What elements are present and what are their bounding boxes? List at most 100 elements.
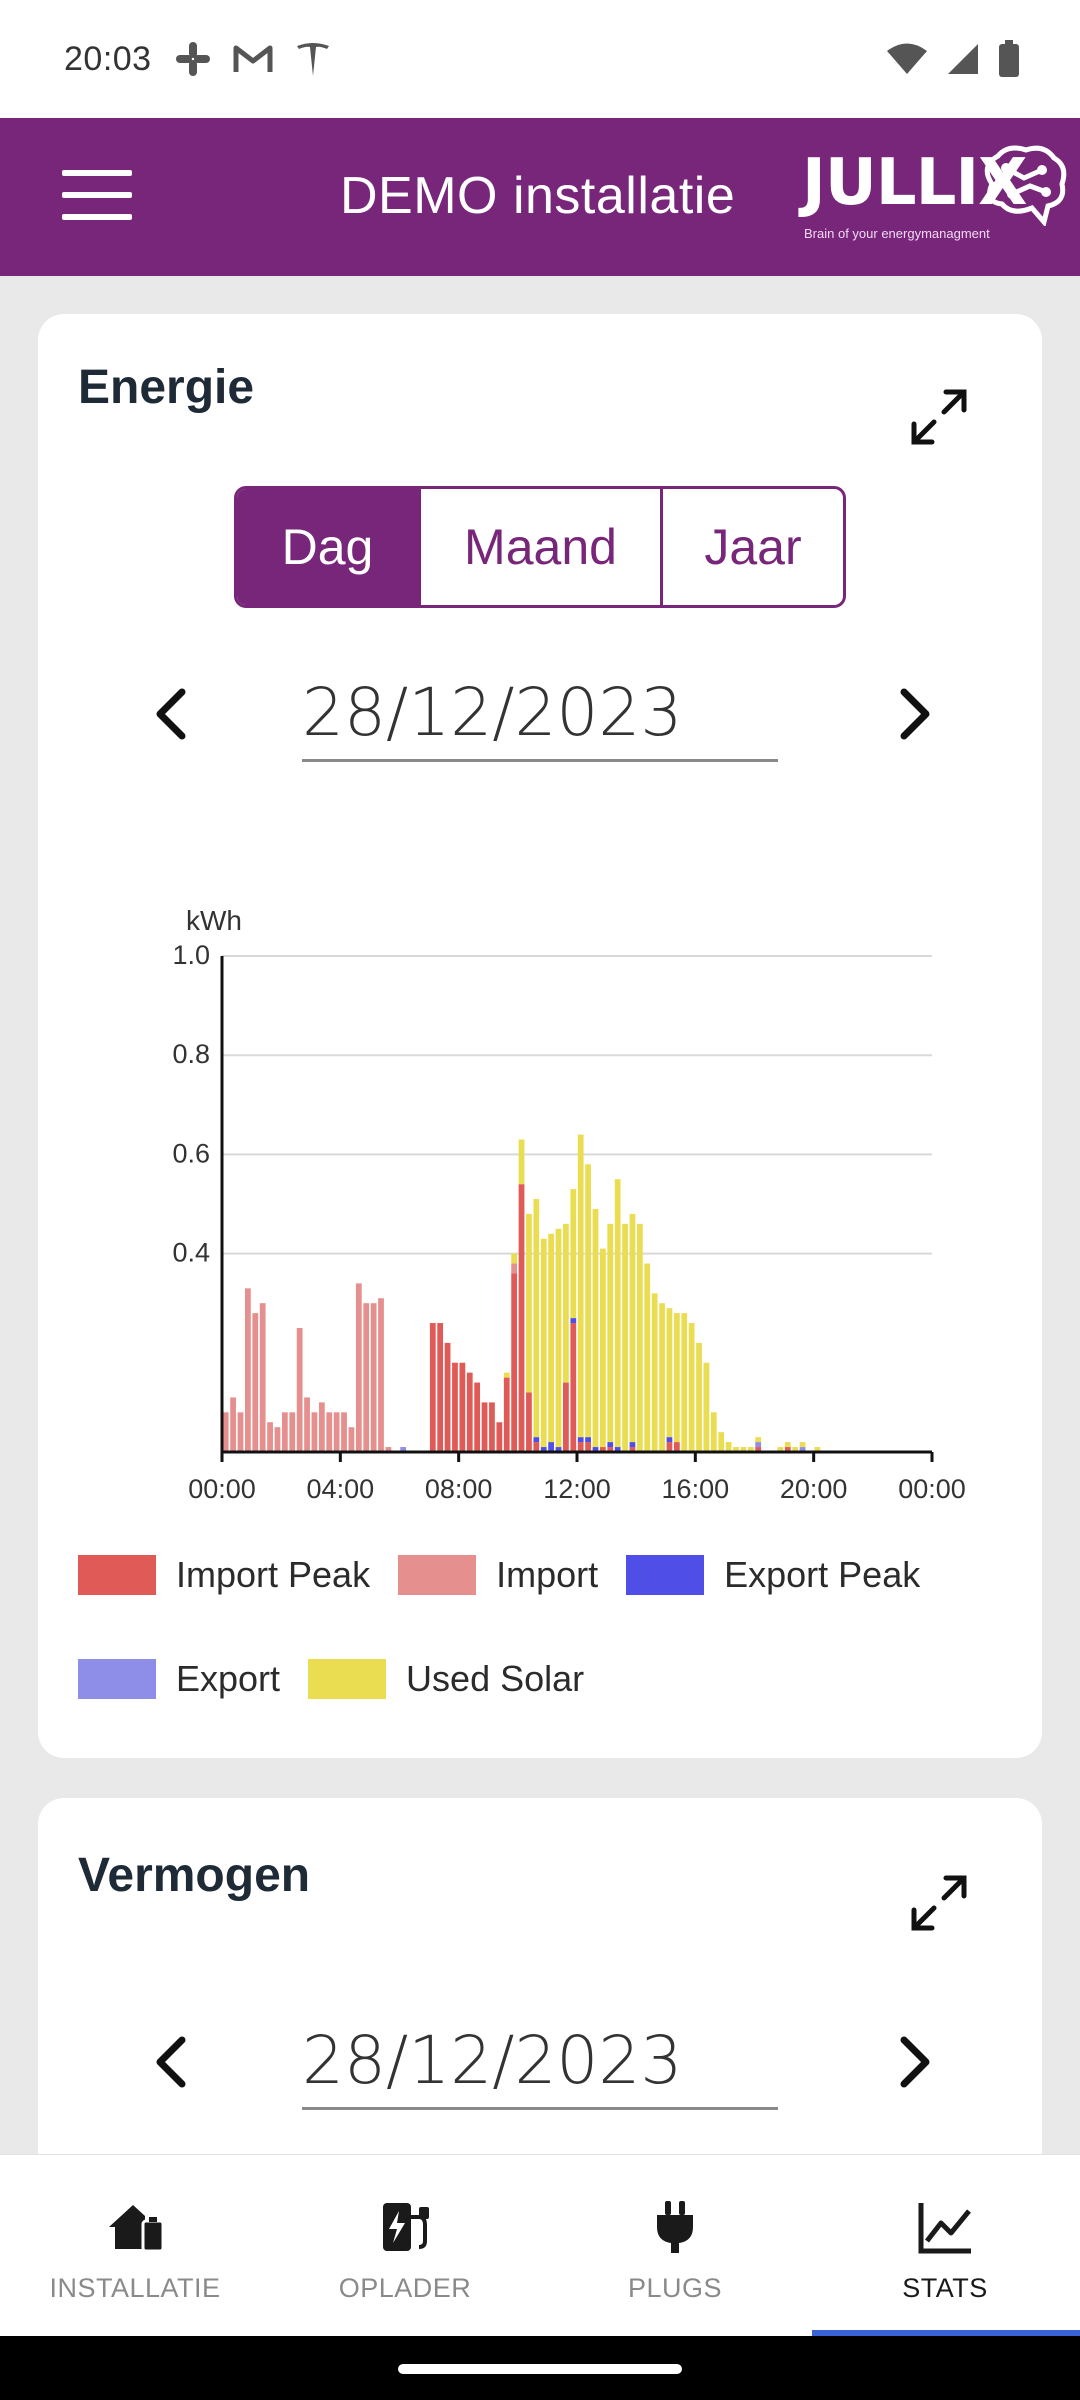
legend-swatch <box>626 1555 705 1595</box>
bar-segment <box>607 1442 614 1448</box>
legend-item-used-solar[interactable]: Used Solar <box>308 1658 584 1700</box>
power-card: Vermogen <box>38 1798 1042 2178</box>
bar-segment <box>444 1342 451 1452</box>
bar-segment <box>570 1189 577 1319</box>
bar-segment <box>341 1412 347 1452</box>
nav-label: PLUGS <box>627 2273 723 2303</box>
energy-date-input[interactable] <box>302 660 778 762</box>
bar-segment <box>533 1199 540 1438</box>
battery-icon <box>999 40 1019 77</box>
legend-swatch <box>308 1659 387 1699</box>
bar-segment <box>318 1402 325 1452</box>
legend-swatch <box>398 1555 477 1595</box>
bar-segment <box>274 1427 281 1452</box>
nav-label: STATS <box>902 2273 988 2303</box>
bar-segment <box>659 1303 665 1452</box>
bar-segment <box>518 1184 525 1452</box>
nav-tab-oplader[interactable]: OPLADER <box>270 2155 540 2337</box>
x-tick-label: 16:00 <box>662 1474 730 1504</box>
bar-segment <box>452 1362 458 1452</box>
bar-segment <box>792 1447 799 1452</box>
period-tab-day[interactable]: Dag <box>237 489 418 605</box>
ev-charger-icon <box>383 2203 429 2251</box>
power-card-title: Vermogen <box>78 1849 311 1902</box>
bar-segment <box>378 1298 384 1452</box>
legend-label: Export Peak <box>724 1554 921 1595</box>
bar-segment <box>703 1362 710 1452</box>
y-tick-label: 1.0 <box>172 940 210 970</box>
bar-segment <box>540 1238 547 1448</box>
y-axis-label: kWh <box>186 905 242 936</box>
menu-icon-line <box>62 170 132 176</box>
slack-icon <box>175 42 210 76</box>
expand-icon[interactable] <box>906 384 972 450</box>
period-tab-month[interactable]: Maand <box>418 489 660 605</box>
tesla-icon <box>296 43 329 76</box>
bar-segment <box>466 1372 473 1452</box>
legend-item-import[interactable]: Import <box>398 1554 598 1596</box>
system-icons <box>886 40 1020 78</box>
bar-segment <box>577 1442 584 1452</box>
nav-tab-plugs[interactable]: PLUGS <box>540 2155 810 2337</box>
menu-icon-line <box>62 214 132 220</box>
home-gesture-bar[interactable] <box>398 2364 682 2374</box>
chevron-left-icon[interactable] <box>142 682 202 746</box>
house-battery-icon <box>109 2205 165 2253</box>
legend-item-export-peak[interactable]: Export Peak <box>626 1554 920 1596</box>
menu-button[interactable] <box>62 166 132 224</box>
bar-segment <box>607 1223 614 1443</box>
bar-segment <box>740 1447 747 1452</box>
x-tick-label: 00:00 <box>898 1474 966 1504</box>
wifi-icon <box>887 43 927 74</box>
bar-segment <box>614 1447 621 1452</box>
bar-segment <box>622 1223 628 1452</box>
bar-segment <box>252 1313 259 1452</box>
bar-segment <box>222 1412 229 1452</box>
logo-tagline: Brain of your energymanagment <box>804 226 990 241</box>
bar-segment <box>585 1442 591 1452</box>
bar-segment <box>710 1412 717 1452</box>
bar-segment <box>281 1412 288 1452</box>
period-tab-year[interactable]: Jaar <box>660 489 843 605</box>
chevron-left-icon[interactable] <box>142 2030 202 2094</box>
brain-circuit-icon <box>984 145 1067 226</box>
bar-segment <box>237 1412 244 1452</box>
bar-segment <box>607 1447 614 1452</box>
bar-segment <box>747 1447 754 1452</box>
legend-label: Used Solar <box>406 1658 585 1699</box>
power-date-input[interactable] <box>302 2008 778 2110</box>
gmail-icon <box>233 45 273 72</box>
nav-tab-installatie[interactable]: INSTALLATIE <box>0 2155 270 2337</box>
chevron-right-icon[interactable] <box>884 2030 944 2094</box>
bar-segment <box>363 1303 370 1452</box>
bar-segment <box>688 1323 695 1452</box>
chevron-right-icon[interactable] <box>884 682 944 746</box>
bar-segment <box>511 1273 518 1452</box>
status-time: 20:03 <box>64 39 152 78</box>
legend-item-import-peak[interactable]: Import Peak <box>78 1554 370 1596</box>
power-date-selector <box>38 2008 1042 2118</box>
legend-label: Import <box>496 1554 599 1595</box>
bar-segment <box>725 1442 732 1452</box>
jullix-logo: JULLIX Brain of your energymanagment <box>802 144 1070 254</box>
energy-date-selector <box>38 660 1042 770</box>
bar-segment <box>570 1323 577 1452</box>
bar-segment <box>333 1412 340 1452</box>
expand-icon[interactable] <box>906 1870 972 1936</box>
bar-segment <box>629 1213 636 1443</box>
bar-segment <box>755 1442 762 1448</box>
nav-tab-stats[interactable]: STATS <box>810 2155 1080 2337</box>
bar-segment <box>592 1447 599 1452</box>
bar-segment <box>799 1442 806 1448</box>
bar-segment <box>496 1422 503 1452</box>
app-bar: DEMO installatie JULLIX Brain of your en… <box>0 118 1080 276</box>
bar-segment <box>355 1283 362 1452</box>
bar-segment <box>784 1447 791 1452</box>
legend-item-export[interactable]: Export <box>78 1658 280 1700</box>
bar-segment <box>592 1208 599 1448</box>
bar-segment <box>629 1442 636 1448</box>
bar-segment <box>673 1313 680 1443</box>
bar-segment <box>614 1179 621 1448</box>
bar-segment <box>777 1447 784 1452</box>
bar-segment <box>533 1442 540 1452</box>
